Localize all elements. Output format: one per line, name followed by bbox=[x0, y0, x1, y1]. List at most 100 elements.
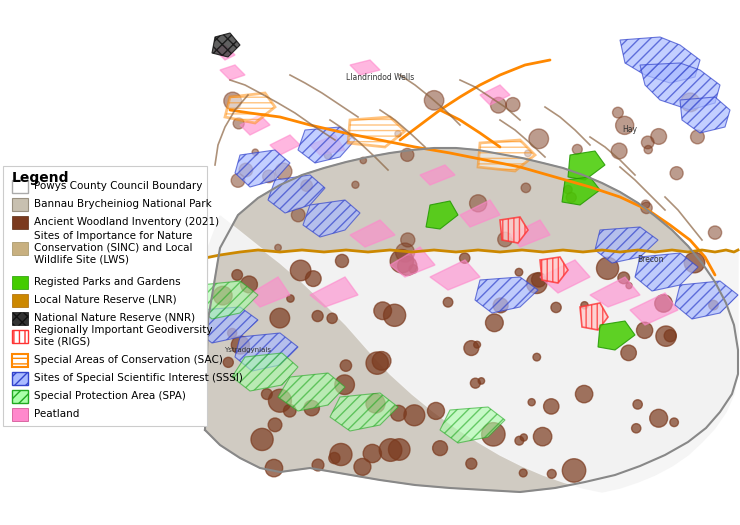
Bar bbox=[12, 390, 28, 403]
Text: Peatland: Peatland bbox=[34, 409, 79, 419]
Circle shape bbox=[519, 469, 527, 477]
Circle shape bbox=[506, 98, 520, 112]
Polygon shape bbox=[510, 220, 550, 247]
Text: Llandrindod Wells: Llandrindod Wells bbox=[346, 72, 414, 81]
Polygon shape bbox=[475, 277, 538, 313]
Polygon shape bbox=[420, 165, 455, 185]
Polygon shape bbox=[350, 60, 380, 75]
Circle shape bbox=[334, 375, 354, 394]
Circle shape bbox=[239, 163, 252, 177]
Circle shape bbox=[650, 410, 667, 427]
Polygon shape bbox=[630, 293, 678, 325]
Circle shape bbox=[626, 282, 632, 289]
Circle shape bbox=[596, 257, 619, 279]
Polygon shape bbox=[540, 260, 590, 293]
Circle shape bbox=[521, 183, 531, 193]
Polygon shape bbox=[640, 63, 720, 110]
Polygon shape bbox=[310, 135, 345, 155]
Circle shape bbox=[213, 286, 232, 305]
Text: Sites of Importance for Nature
Conservation (SINC) and Local
Wildlife Site (LWS): Sites of Importance for Nature Conservat… bbox=[34, 232, 192, 265]
Circle shape bbox=[424, 91, 444, 110]
Circle shape bbox=[231, 174, 245, 187]
Circle shape bbox=[312, 310, 323, 322]
Polygon shape bbox=[426, 201, 458, 229]
Text: Regionally Important Geodiversity
Site (RIGS): Regionally Important Geodiversity Site (… bbox=[34, 325, 212, 347]
Bar bbox=[12, 276, 28, 289]
Circle shape bbox=[223, 92, 241, 110]
Circle shape bbox=[613, 107, 623, 118]
Circle shape bbox=[670, 166, 683, 180]
Circle shape bbox=[656, 326, 676, 346]
Circle shape bbox=[232, 270, 243, 280]
Bar bbox=[12, 330, 28, 343]
Polygon shape bbox=[220, 65, 245, 80]
Circle shape bbox=[515, 436, 524, 445]
Circle shape bbox=[529, 129, 548, 149]
Circle shape bbox=[684, 253, 704, 273]
Circle shape bbox=[641, 202, 652, 214]
Text: National Nature Reserve (NNR): National Nature Reserve (NNR) bbox=[34, 313, 195, 323]
Text: Powys County Council Boundary: Powys County Council Boundary bbox=[34, 181, 202, 191]
Circle shape bbox=[301, 180, 312, 192]
Circle shape bbox=[572, 144, 582, 154]
Polygon shape bbox=[215, 45, 235, 60]
Polygon shape bbox=[500, 217, 528, 243]
Circle shape bbox=[498, 232, 512, 247]
Text: Brecon: Brecon bbox=[636, 256, 663, 265]
Bar bbox=[12, 372, 28, 385]
Circle shape bbox=[352, 181, 359, 188]
Circle shape bbox=[363, 444, 381, 463]
Polygon shape bbox=[595, 227, 658, 263]
Polygon shape bbox=[270, 135, 300, 155]
Circle shape bbox=[533, 353, 541, 361]
Circle shape bbox=[268, 418, 282, 432]
Polygon shape bbox=[540, 257, 568, 283]
Polygon shape bbox=[580, 303, 608, 330]
Polygon shape bbox=[430, 260, 480, 290]
Circle shape bbox=[283, 404, 296, 417]
Circle shape bbox=[395, 131, 401, 137]
Circle shape bbox=[528, 398, 535, 406]
Circle shape bbox=[312, 459, 324, 471]
Polygon shape bbox=[460, 200, 500, 227]
Circle shape bbox=[290, 260, 311, 281]
Polygon shape bbox=[480, 85, 510, 105]
Circle shape bbox=[515, 268, 522, 276]
Circle shape bbox=[531, 272, 546, 287]
Circle shape bbox=[354, 458, 371, 475]
Circle shape bbox=[665, 330, 676, 342]
Circle shape bbox=[374, 302, 391, 320]
Circle shape bbox=[379, 439, 402, 461]
Circle shape bbox=[228, 329, 237, 338]
Polygon shape bbox=[205, 148, 738, 492]
Circle shape bbox=[616, 117, 633, 134]
Circle shape bbox=[631, 424, 641, 433]
Circle shape bbox=[482, 423, 505, 446]
Polygon shape bbox=[440, 407, 505, 443]
Polygon shape bbox=[225, 93, 275, 123]
Polygon shape bbox=[248, 277, 290, 307]
Polygon shape bbox=[348, 117, 405, 147]
Circle shape bbox=[292, 208, 305, 222]
Circle shape bbox=[366, 394, 385, 413]
Circle shape bbox=[478, 377, 485, 384]
Polygon shape bbox=[568, 151, 605, 180]
Circle shape bbox=[340, 360, 352, 371]
Circle shape bbox=[409, 265, 417, 273]
Circle shape bbox=[562, 459, 586, 482]
Circle shape bbox=[233, 118, 244, 129]
Bar bbox=[12, 180, 28, 193]
Circle shape bbox=[223, 358, 233, 368]
Circle shape bbox=[681, 93, 699, 112]
Polygon shape bbox=[268, 175, 325, 213]
Circle shape bbox=[327, 313, 337, 323]
Text: Sites of Special Scientific Interest (SSSI): Sites of Special Scientific Interest (SS… bbox=[34, 373, 243, 383]
Circle shape bbox=[275, 163, 292, 180]
Polygon shape bbox=[350, 220, 395, 247]
Circle shape bbox=[443, 298, 453, 307]
Circle shape bbox=[240, 276, 258, 293]
Polygon shape bbox=[278, 373, 345, 411]
Circle shape bbox=[644, 145, 653, 154]
Circle shape bbox=[642, 200, 650, 208]
Polygon shape bbox=[298, 127, 355, 163]
